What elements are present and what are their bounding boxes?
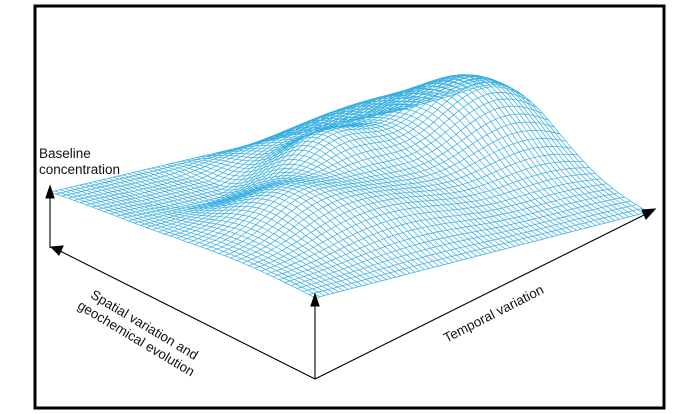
baseline-label-line1: Baseline: [39, 146, 91, 161]
mesh-line-spatial: [88, 182, 354, 289]
mesh-line-spatial: [341, 77, 601, 225]
mesh-line-spatial: [166, 164, 430, 269]
mesh-line-spatial: [132, 172, 397, 278]
mesh-line-spatial: [244, 125, 506, 250]
mesh-line-spatial: [258, 124, 520, 246]
mesh-line-spatial: [142, 169, 406, 275]
mesh-line-spatial: [389, 84, 649, 213]
mesh-line-spatial: [219, 130, 482, 256]
mesh-line-spatial: [151, 167, 416, 273]
mesh-line-spatial: [181, 160, 444, 266]
mesh-line-spatial: [205, 140, 468, 259]
mesh-line-spatial: [122, 174, 387, 280]
mesh-line-spatial: [200, 145, 463, 261]
mesh-line-spatial: [248, 125, 511, 248]
mesh-line-temporal: [176, 78, 514, 239]
mesh-line-spatial: [69, 187, 335, 294]
baseline-concentration-label: Baseline concentration: [39, 146, 120, 178]
mesh-line-spatial: [137, 171, 401, 277]
mesh-line-spatial: [103, 179, 368, 285]
mesh-line-spatial: [229, 127, 492, 253]
mesh-line-spatial: [176, 161, 439, 267]
arrow-temporal-end: [641, 208, 657, 220]
mesh-line-spatial: [331, 82, 592, 227]
arrow-spatial-end: [49, 245, 64, 256]
mesh-line-spatial: [321, 89, 582, 230]
mesh-line-spatial: [336, 79, 596, 226]
mesh-line-spatial: [108, 177, 373, 284]
mesh-line-spatial: [190, 154, 454, 263]
mesh-line-spatial: [161, 165, 425, 270]
mesh-line-spatial: [146, 168, 411, 274]
mesh-line-spatial: [210, 136, 473, 258]
arrow-up-left: [45, 184, 55, 199]
mesh-line-temporal: [158, 74, 496, 233]
mesh-line-spatial: [195, 149, 458, 262]
mesh-line-spatial: [83, 183, 349, 290]
mesh-line-spatial: [127, 173, 392, 279]
mesh-line-spatial: [370, 75, 630, 218]
mesh-line-spatial: [239, 125, 501, 251]
mesh-line-spatial: [98, 180, 363, 286]
mesh-line-spatial: [112, 176, 377, 283]
mesh-line-spatial: [268, 122, 530, 243]
arrow-up-center: [310, 292, 320, 307]
mesh-line-spatial: [287, 112, 549, 239]
mesh-line-spatial: [59, 189, 325, 296]
axis-temporal: [314, 212, 649, 380]
mesh-line-spatial: [375, 77, 634, 216]
mesh-line-temporal: [224, 129, 561, 257]
mesh-line-spatial: [297, 108, 558, 236]
mesh-line-spatial: [185, 159, 449, 264]
mesh-line-temporal: [296, 200, 631, 289]
figure-border: [33, 4, 666, 410]
mesh-line-spatial: [278, 117, 539, 241]
mesh-line-spatial: [350, 74, 611, 223]
mesh-line-spatial: [93, 181, 358, 288]
mesh-line-spatial: [224, 128, 487, 255]
mesh-line-spatial: [316, 92, 577, 231]
mesh-line-spatial: [346, 75, 606, 224]
axis-spatial: [57, 249, 316, 380]
mesh-line-spatial: [156, 166, 420, 272]
mesh-line-spatial: [74, 185, 339, 293]
mesh-line-temporal: [212, 113, 549, 252]
mesh-line-temporal: [308, 207, 643, 295]
mesh-line-spatial: [234, 126, 497, 252]
mesh-line-spatial: [49, 191, 316, 299]
mesh-line-spatial: [78, 184, 344, 291]
mesh-line-spatial: [171, 163, 435, 268]
wireframe-surface: [49, 74, 649, 299]
axes: [45, 184, 657, 380]
mesh-line-spatial: [54, 190, 320, 298]
mesh-line-spatial: [64, 188, 330, 295]
baseline-label-line2: concentration: [39, 162, 121, 177]
mesh-line-spatial: [117, 175, 382, 282]
mesh-line-spatial: [215, 133, 477, 257]
